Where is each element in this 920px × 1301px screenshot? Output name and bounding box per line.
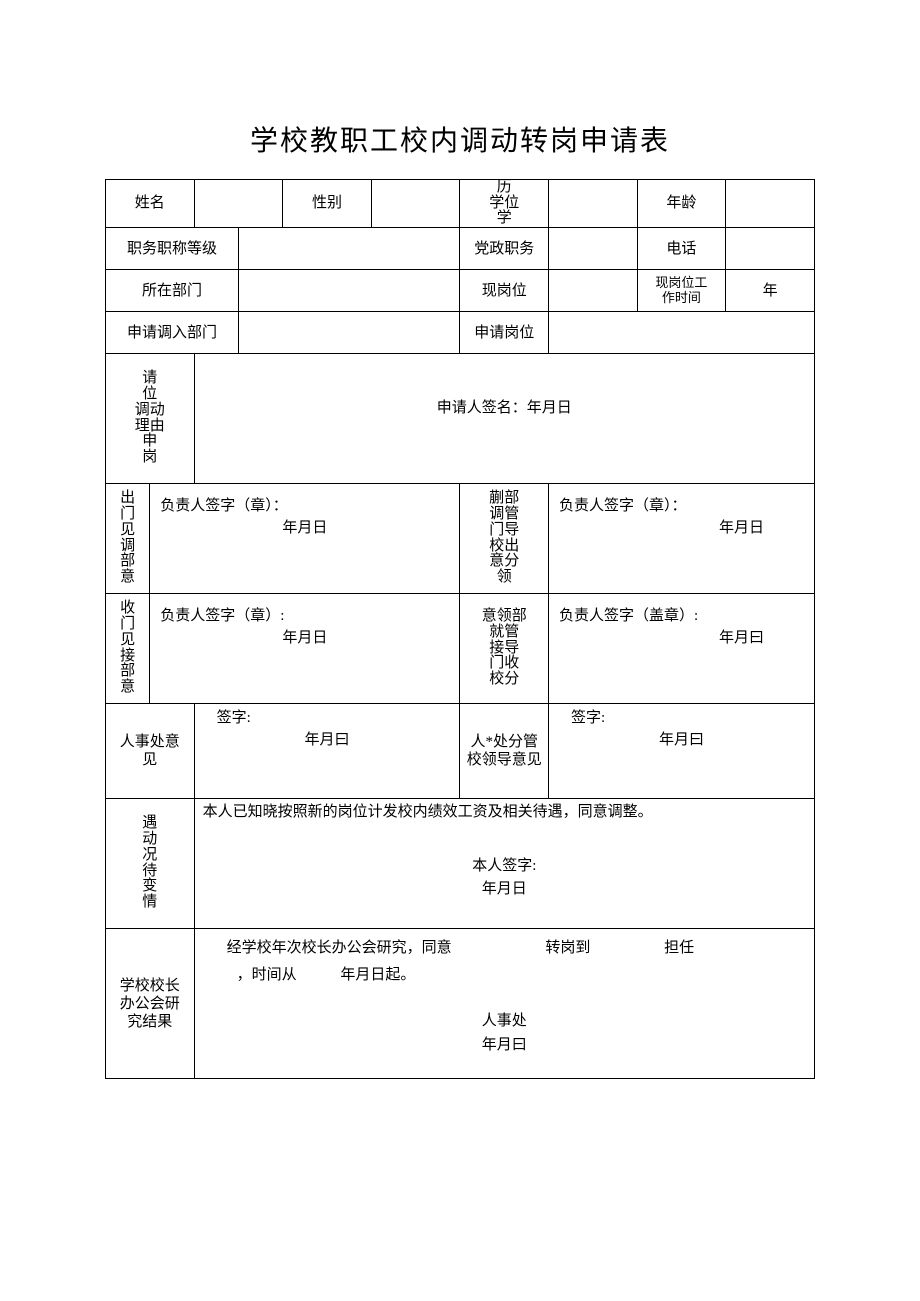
in-left-sig: 负责人签字（章）: [160,607,284,625]
treat-text: 本人已知晓按照新的岗位计发校内绩效工资及相关待遇，同意调整。 [195,799,814,825]
result-l1b: 转岗到 [455,940,590,956]
in-left-label: 收 门 见 接 部 意 [106,594,150,704]
result-l1c: 担任 [594,940,694,956]
in-left-date: 年月日 [150,629,459,647]
hr-right-cell: 签字: 年月曰 [549,704,815,799]
out-right-sig: 负责人签字（章）： [559,497,687,515]
age-label: 年龄 [637,179,726,227]
party-label: 党政职务 [460,228,549,270]
tel-label: 电话 [637,228,726,270]
in-right-date: 年月曰 [719,629,764,647]
result-l2a: ，时间从 [207,967,297,983]
applypos-label: 申请岗位 [460,312,549,354]
reason-cell: 申请人签名：年月日 [194,354,814,484]
in-right-sig: 负责人签字（盖章）: [559,607,698,625]
hr-left-date: 年月曰 [195,731,460,749]
result-date: 年月曰 [207,1033,802,1057]
dept-label: 所在部门 [106,270,239,312]
hr-mid-label: 人*处分管 校领导意见 [460,704,549,799]
result-cell: 经学校年次校长办公会研究，同意 转岗到 担任 ，时间从 年月日起。 人事处 年月… [194,929,814,1079]
hr-left-sig: 签字: [217,709,251,727]
application-form-table: 姓名 性别 历 学位 学 年龄 职务职称等级 党政职务 电话 所在部门 现岗位 … [105,179,815,1079]
applypos-value [549,312,815,354]
in-left-cell: 负责人签字（章）: 年月日 [150,594,460,704]
out-left-sig: 负责人签字（章）： [160,497,288,515]
in-right-cell: 负责人签字（盖章）: 年月曰 [549,594,815,704]
party-value [549,228,638,270]
edu-value [549,179,638,227]
out-left-cell: 负责人签字（章）： 年月日 [150,484,460,594]
out-left-label: 出 门 见 调 部 意 [106,484,150,594]
age-value [726,179,815,227]
form-title: 学校教职工校内调动转岗申请表 [105,119,815,159]
tel-value [726,228,815,270]
title-value [238,228,460,270]
postime-value: 年 [726,270,815,312]
hr-right-sig: 签字: [571,709,605,727]
treat-date: 年月日 [195,878,814,901]
edu-label: 历 学位 学 [460,179,549,227]
gender-value [371,179,460,227]
treat-sig: 本人签字: [195,855,814,878]
out-left-date: 年月日 [150,519,459,537]
name-label: 姓名 [106,179,195,227]
result-l1a: 经学校年次校长办公会研究，同意 [207,940,452,956]
dept-value [238,270,460,312]
result-label: 学校校长 办公会研 究结果 [106,929,195,1079]
treat-label: 遇 动 况 待 变 情 [106,799,195,929]
out-right-cell: 负责人签字（章）： 年月日 [549,484,815,594]
applydept-value [238,312,460,354]
pos-label: 现岗位 [460,270,549,312]
treat-cell: 本人已知晓按照新的岗位计发校内绩效工资及相关待遇，同意调整。 本人签字: 年月日 [194,799,814,929]
pos-value [549,270,638,312]
title-label: 职务职称等级 [106,228,239,270]
name-value [194,179,283,227]
in-mid-label: 意领部 就管 接导 门收 校分 [460,594,549,704]
result-sig: 人事处 [207,1009,802,1033]
applydept-label: 申请调入部门 [106,312,239,354]
postime-label: 现岗位工 作时间 [637,270,726,312]
reason-sig: 申请人签名：年月日 [195,399,814,417]
out-mid-label: 蒯部 调管 门导 校出 意分 领 [460,484,549,594]
reason-label: 请 位 调动 理由 申 岗 [106,354,195,484]
result-l2b: 年月日起。 [300,967,415,983]
hr-left-cell: 签字: 年月曰 [194,704,460,799]
hr-left-label: 人事处意 见 [106,704,195,799]
out-right-date: 年月日 [719,519,764,537]
hr-right-date: 年月曰 [549,731,814,749]
gender-label: 性别 [283,179,372,227]
